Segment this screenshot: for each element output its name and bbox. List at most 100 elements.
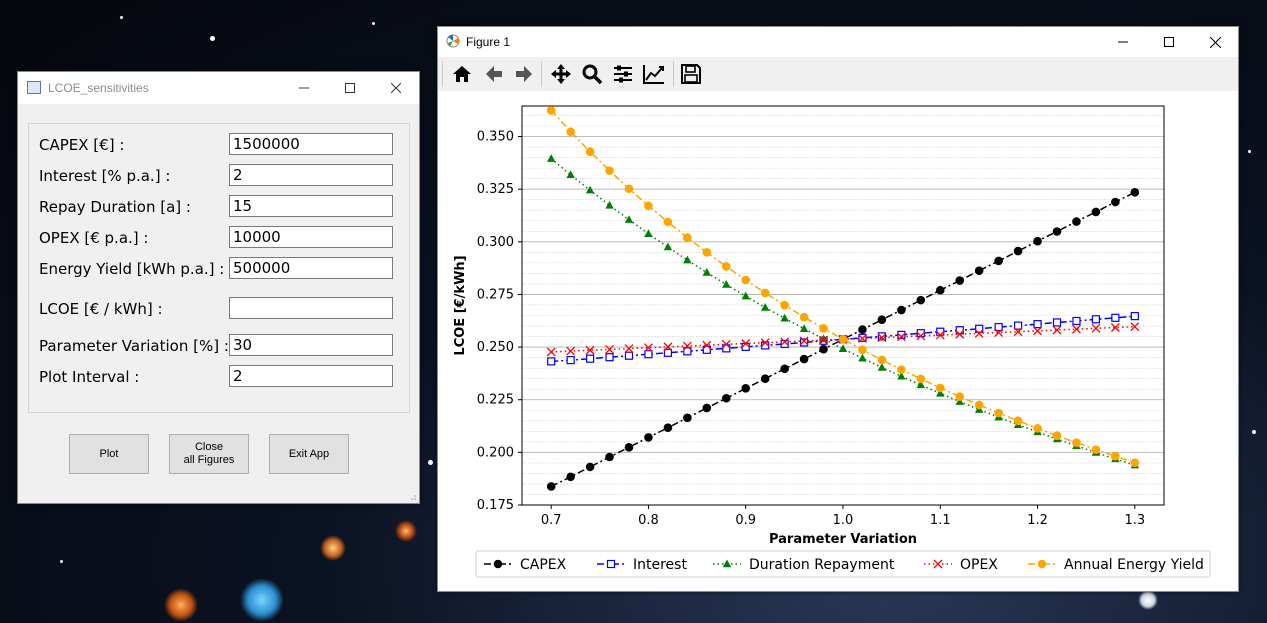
zoom-button[interactable] xyxy=(578,60,606,88)
data-point xyxy=(1071,324,1081,334)
data-point xyxy=(663,217,673,227)
data-point xyxy=(566,127,575,136)
figure-minimize-button[interactable] xyxy=(1100,27,1146,57)
close-all-figures-button[interactable]: Close all Figures xyxy=(169,434,249,474)
legend-box xyxy=(475,550,1211,578)
minimize-icon xyxy=(1118,41,1128,43)
back-arrow-icon xyxy=(486,66,502,82)
energy-yield-input[interactable]: 500000 xyxy=(229,257,393,279)
data-point xyxy=(605,452,614,462)
data-point xyxy=(897,365,906,374)
data-point xyxy=(624,351,634,360)
data-point xyxy=(1052,325,1062,335)
data-point xyxy=(741,291,750,300)
y-tick-label: 0.275 xyxy=(477,287,514,302)
figure-canvas[interactable]: 0.175 0.200 0.225 0.250 0.275 0.300 0.325 0.350… xyxy=(438,91,1238,591)
title-bar[interactable]: LCOE_sensitivities xyxy=(18,72,419,104)
app-icon xyxy=(27,81,41,94)
data-point xyxy=(624,215,634,223)
data-point xyxy=(1013,416,1023,426)
home-button[interactable] xyxy=(448,60,476,88)
data-point xyxy=(819,324,828,333)
exit-app-label: Exit App xyxy=(288,447,330,460)
plot-button[interactable]: Plot xyxy=(69,434,149,474)
figure-title-bar[interactable]: Figure 1 xyxy=(438,27,1238,57)
close-button[interactable] xyxy=(373,72,419,104)
lcoe-output[interactable] xyxy=(229,297,393,319)
data-point xyxy=(760,374,770,383)
navigation-toolbar xyxy=(438,57,1238,91)
data-point xyxy=(897,305,906,315)
data-point xyxy=(683,413,692,423)
data-point xyxy=(760,338,770,348)
legend-marker xyxy=(933,559,943,569)
data-point xyxy=(780,364,789,374)
x-axis-label: Parameter Variation xyxy=(769,532,917,547)
legend-marker xyxy=(493,559,503,569)
data-point xyxy=(546,106,556,115)
pan-button[interactable] xyxy=(547,60,575,88)
data-point xyxy=(799,312,809,322)
save-button[interactable] xyxy=(677,60,705,88)
toolbar-separator xyxy=(442,61,443,87)
data-point xyxy=(1130,458,1140,467)
legend-label: OPEX xyxy=(960,557,998,573)
back-button[interactable] xyxy=(480,60,508,88)
x-tick-label: 0.8 xyxy=(638,513,659,528)
data-point xyxy=(1072,438,1081,447)
data-point xyxy=(858,345,867,355)
opex-input[interactable]: 10000 xyxy=(229,226,393,248)
lcoe-sensitivities-window: LCOE_sensitivities CAPEX [€] : 1500000 I… xyxy=(17,71,420,504)
data-point xyxy=(1072,217,1081,226)
data-point xyxy=(722,280,731,288)
data-point xyxy=(1072,316,1081,326)
configure-subplots-button[interactable] xyxy=(609,60,637,88)
data-point xyxy=(546,482,556,491)
exit-app-button[interactable]: Exit App xyxy=(269,434,349,474)
maximize-icon xyxy=(1164,37,1174,47)
x-tick-label: 0.9 xyxy=(735,513,756,528)
legend-label: Interest xyxy=(633,557,687,573)
forward-button[interactable] xyxy=(510,60,538,88)
x-tick-label: 1.2 xyxy=(1027,513,1048,528)
data-point xyxy=(916,380,926,389)
parameter-variation-input[interactable]: 30 xyxy=(229,334,393,356)
data-point xyxy=(1033,326,1043,336)
repay-duration-input[interactable]: 15 xyxy=(229,195,393,217)
data-point xyxy=(858,353,867,362)
maximize-icon xyxy=(345,83,355,93)
matplotlib-icon xyxy=(446,34,460,48)
parameter-variation-label: Parameter Variation [%] : xyxy=(39,337,229,355)
plot-interval-input[interactable]: 2 xyxy=(229,365,393,387)
series-line xyxy=(550,158,1136,466)
data-point xyxy=(741,384,751,393)
figure-maximize-button[interactable] xyxy=(1146,27,1192,57)
maximize-button[interactable] xyxy=(327,72,373,104)
edit-axis-button[interactable] xyxy=(640,60,668,88)
y-tick-label: 0.200 xyxy=(477,445,514,460)
plot-button-label: Plot xyxy=(99,447,119,460)
star xyxy=(210,36,215,41)
figure-close-button[interactable] xyxy=(1192,27,1238,57)
data-point xyxy=(760,288,770,298)
data-point xyxy=(1091,445,1101,454)
close-all-figures-label-line1: Close xyxy=(194,441,224,453)
data-point xyxy=(935,285,945,295)
data-point xyxy=(955,392,965,401)
interest-label: Interest [% p.a.] : xyxy=(39,167,171,185)
data-point xyxy=(1111,451,1120,461)
x-tick-label: 0.7 xyxy=(541,513,562,528)
data-point xyxy=(1052,431,1062,441)
interest-input[interactable]: 2 xyxy=(229,164,393,186)
data-point xyxy=(1033,320,1042,329)
capex-input[interactable]: 1500000 xyxy=(229,133,393,155)
data-point xyxy=(994,322,1003,332)
toolbar-separator xyxy=(673,61,674,87)
resize-grip-icon[interactable] xyxy=(409,493,417,501)
minimize-icon xyxy=(299,87,309,89)
x-tick-label: 1.3 xyxy=(1124,513,1145,528)
legend-label: Annual Energy Yield xyxy=(1064,557,1204,573)
minimize-button[interactable] xyxy=(281,72,327,104)
data-point xyxy=(935,330,945,340)
star xyxy=(164,588,198,622)
